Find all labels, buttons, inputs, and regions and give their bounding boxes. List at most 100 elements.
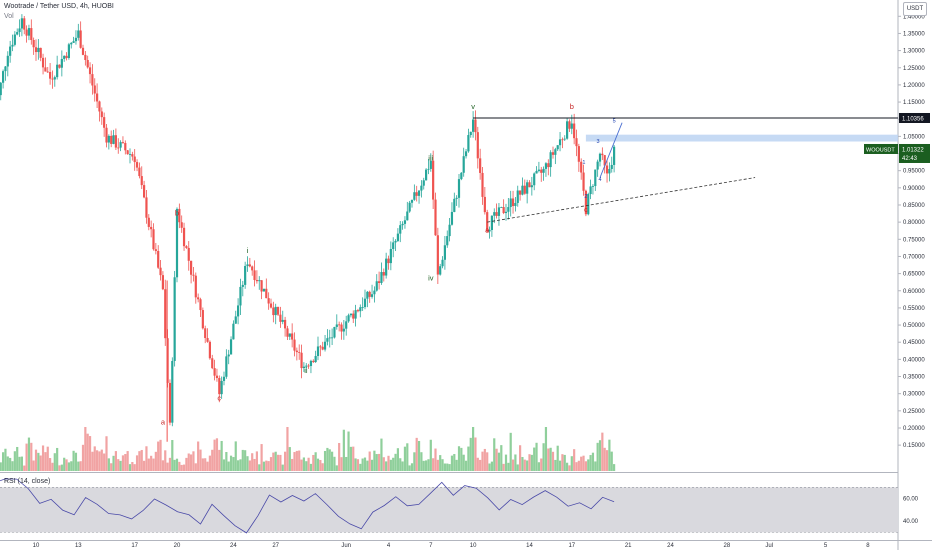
candle-body [584, 190, 587, 215]
candle-body [262, 288, 266, 292]
volume-bar [345, 456, 348, 471]
candle-body [558, 139, 562, 146]
volume-bar [225, 452, 228, 471]
candle-body [81, 47, 85, 55]
price-tick-label: 0.20000 [903, 426, 925, 432]
candle-body [422, 180, 425, 186]
volume-bar [91, 451, 94, 471]
time-tick-label: 10 [33, 543, 40, 549]
candle-body [215, 375, 219, 379]
volume-bar [342, 429, 345, 471]
volume-bar [251, 453, 254, 471]
candle-body [378, 281, 381, 283]
volume-bar [175, 458, 179, 471]
candle-body [399, 225, 402, 234]
candle-body [495, 212, 498, 216]
volume-bar [481, 451, 484, 471]
candle-body [521, 185, 524, 195]
candle-body [27, 28, 31, 36]
candle-body [131, 154, 134, 157]
candle-body [37, 47, 40, 53]
candle-body [152, 229, 155, 250]
volume-bar [314, 452, 317, 471]
volume-bar [20, 456, 23, 471]
candle-body [302, 366, 305, 369]
volume-bars [0, 427, 616, 471]
volume-bar [497, 452, 501, 471]
volume-bar [143, 460, 146, 471]
candle-body [511, 198, 515, 207]
candle-body [544, 163, 548, 169]
volume-bar [582, 455, 585, 471]
volume-bar [575, 462, 578, 471]
price-tick-label: 0.70000 [903, 254, 925, 260]
volume-bar [476, 457, 479, 471]
volume-bar [453, 454, 456, 471]
volume-bar [540, 458, 543, 471]
wave-label-a: a [485, 225, 490, 234]
candle-body [352, 313, 355, 319]
volume-bar [603, 447, 606, 471]
volume-bar [218, 449, 221, 471]
candle-body [79, 30, 82, 48]
volume-bar [131, 461, 134, 471]
volume-bar [598, 440, 602, 471]
candle-body [556, 145, 559, 150]
volume-bar [161, 460, 164, 471]
candle-body [580, 161, 583, 173]
volume-bar [60, 464, 63, 471]
volume-bar [610, 451, 613, 471]
volume-bar [159, 439, 162, 471]
time-tick-label: 14 [526, 543, 533, 549]
candle-body [474, 119, 477, 133]
candle-body [594, 169, 597, 187]
resistance-price-tag [899, 112, 930, 123]
candle-body [551, 152, 555, 155]
volume-bar [323, 450, 327, 471]
volume-bar [9, 457, 12, 471]
volume-bar [467, 446, 470, 471]
volume-bar [366, 460, 369, 471]
volume-bar [446, 463, 449, 471]
volume-bar [382, 457, 385, 471]
candle-body [20, 18, 23, 29]
volume-bar [128, 464, 132, 471]
candle-body [168, 382, 172, 423]
volume-bar [103, 453, 106, 471]
candle-body [251, 266, 254, 271]
volume-bar [44, 452, 47, 471]
candle-body [145, 197, 148, 218]
candle-body [133, 156, 136, 163]
candle-body [331, 337, 334, 339]
volume-bar [154, 451, 157, 471]
candle-body [490, 215, 493, 230]
volume-bar [98, 451, 101, 471]
volume-bar [267, 461, 270, 471]
volume-bar [570, 456, 573, 471]
volume-bar [547, 448, 550, 471]
symbol-tag [864, 143, 898, 154]
candle-body [610, 164, 613, 169]
target-zone [585, 134, 898, 142]
candle-body [566, 121, 569, 139]
volume-bar [389, 459, 392, 471]
time-tick-label: 27 [272, 543, 279, 549]
volume-bar [403, 446, 407, 471]
volume-bar [596, 442, 599, 471]
volume-bar [166, 462, 169, 471]
candle-body [573, 123, 576, 139]
candle-body [382, 272, 385, 276]
currency-badge[interactable]: USDT [903, 2, 927, 16]
volume-bar [321, 463, 324, 471]
volume-bar [535, 442, 538, 471]
time-tick-label: 21 [625, 543, 632, 549]
volume-bar [81, 444, 85, 471]
candle-body [354, 310, 357, 319]
volume-bar [394, 453, 397, 471]
candle-body [0, 82, 2, 96]
volume-bar [472, 427, 475, 471]
candle-body [241, 284, 244, 287]
candle-body [481, 172, 484, 197]
candle-body [605, 165, 609, 174]
